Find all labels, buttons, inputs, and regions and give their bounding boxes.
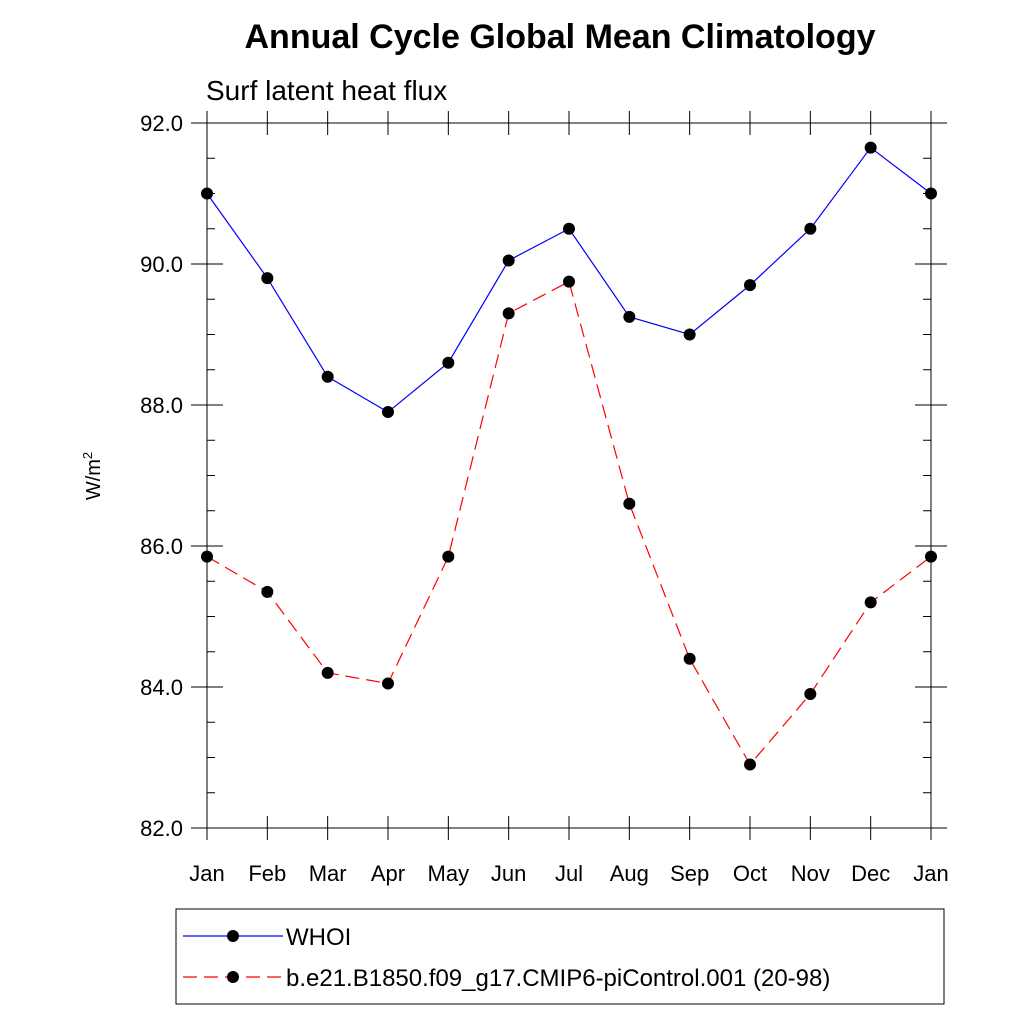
series-point <box>382 406 394 419</box>
series-point <box>261 272 274 285</box>
y-tick-label: 82.0 <box>140 816 183 841</box>
series-point <box>744 758 756 771</box>
series-1 <box>201 141 937 419</box>
y-tick-label: 90.0 <box>140 252 183 277</box>
series-point <box>623 310 636 323</box>
series-layer <box>201 141 937 771</box>
svg-text:W/m2: W/m2 <box>80 452 105 500</box>
legend-marker <box>227 930 239 942</box>
x-tick-label: Aug <box>610 861 649 886</box>
legend-label: b.e21.B1850.f09_g17.CMIP6-piControl.001 … <box>286 965 830 992</box>
series-point <box>683 652 696 665</box>
legend-label: WHOI <box>286 924 351 951</box>
y-tick-label: 86.0 <box>140 534 183 559</box>
x-tick-label: Nov <box>791 861 830 886</box>
series-point <box>925 550 937 563</box>
series-point <box>744 279 756 292</box>
series-point <box>261 585 274 598</box>
x-tick-label: Jan <box>913 861 948 886</box>
y-axis-label: W/m2 <box>80 452 105 500</box>
series-point <box>502 254 515 267</box>
series-point <box>623 497 636 510</box>
series-point <box>925 187 937 200</box>
x-tick-label: Jan <box>189 861 224 886</box>
series-point <box>382 677 394 690</box>
series-point <box>683 328 696 341</box>
series-point <box>321 666 334 679</box>
legend-marker <box>227 971 239 983</box>
series-point <box>804 688 817 701</box>
series-2 <box>201 275 937 771</box>
x-tick-label: Feb <box>248 861 286 886</box>
x-tick-label: Sep <box>670 861 709 886</box>
x-tick-label: Dec <box>851 861 890 886</box>
legend-item-2: b.e21.B1850.f09_g17.CMIP6-piControl.001 … <box>183 965 830 992</box>
series-point <box>563 222 575 235</box>
x-tick-label: Jul <box>555 861 583 886</box>
x-axis-tick-labels: Jan Feb Mar Apr May Jun Jul Aug Sep Oct Nov Dec Jan <box>189 861 948 886</box>
x-tick-label: Jun <box>491 861 526 886</box>
series-point <box>201 187 213 200</box>
y-axis-tick-labels: 82.0 84.0 86.0 88.0 90.0 92.0 <box>140 111 183 841</box>
x-tick-label: May <box>428 861 470 886</box>
legend: WHOI b.e21.B1850.f09_g17.CMIP6-piControl.… <box>183 924 830 992</box>
x-tick-label: Oct <box>733 861 767 886</box>
legend-item-1: WHOI <box>183 924 351 951</box>
series-point <box>442 356 455 369</box>
x-tick-label: Apr <box>371 861 405 886</box>
y-tick-label: 84.0 <box>140 675 183 700</box>
series-point <box>563 275 575 288</box>
y-tick-label: 92.0 <box>140 111 183 136</box>
chart-subtitle: Surf latent heat flux <box>206 75 447 106</box>
y-axis-label-superscript: 2 <box>80 452 95 459</box>
series-point <box>201 550 213 563</box>
series-point <box>502 307 515 320</box>
series-point <box>864 141 877 154</box>
x-tick-label: Mar <box>309 861 347 886</box>
chart-title: Annual Cycle Global Mean Climatology <box>245 18 876 56</box>
y-tick-label: 88.0 <box>140 393 183 418</box>
axis-ticks <box>191 111 947 840</box>
series-line <box>206 280 932 766</box>
series-point <box>864 596 877 609</box>
legend-box <box>175 908 945 1005</box>
series-point <box>442 550 455 563</box>
series-point <box>804 222 817 235</box>
y-axis-label-text: W/m <box>83 459 105 500</box>
series-point <box>321 370 334 383</box>
